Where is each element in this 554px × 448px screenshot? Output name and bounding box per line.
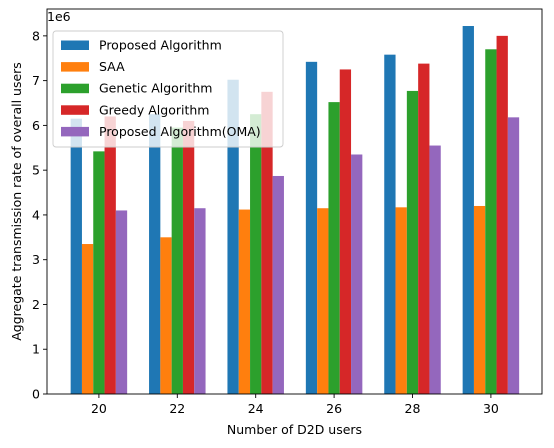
bar-4-24 (261, 91, 273, 394)
legend-swatch (61, 83, 89, 94)
legend-swatch (61, 40, 89, 50)
bar-1-22 (149, 114, 161, 394)
x-axis-label: Number of D2D users (227, 422, 362, 437)
x-tick-label: 26 (326, 401, 342, 416)
bar-4-28 (418, 63, 430, 395)
bar-4-20 (104, 116, 116, 394)
y-tick-label: 3 (32, 252, 40, 267)
legend-box (52, 30, 284, 148)
bar-1-26 (305, 61, 318, 394)
bar-5-30 (507, 117, 520, 394)
bar-5-22 (194, 208, 206, 394)
bar-3-26 (328, 102, 340, 395)
x-tick-label: 24 (248, 401, 264, 416)
legend-swatch (61, 105, 89, 115)
bar-3-24 (250, 114, 262, 394)
bar-4-30 (496, 35, 508, 395)
legend-label: Proposed Algorithm (99, 38, 222, 53)
bar-2-24 (238, 209, 251, 394)
bar-2-26 (317, 208, 329, 394)
y-axis-label: Aggregate transmission rate of overall u… (9, 62, 24, 341)
bar-3-20 (93, 151, 105, 394)
x-tick-label: 20 (91, 401, 107, 416)
legend: Proposed Algorithm SAA Genetic Algorithm Gr… (52, 30, 284, 148)
y-tick-label: 7 (32, 73, 40, 88)
bar-5-20 (115, 210, 128, 394)
y-tick-label: 6 (32, 118, 40, 133)
bar-1-28 (384, 54, 396, 394)
plot-frame (46, 8, 543, 395)
y-tick-label: 2 (32, 297, 40, 312)
bar-1-24 (227, 79, 239, 394)
y-tick-label: 1 (32, 342, 40, 357)
y-tick-label: 8 (32, 28, 40, 43)
axes-layer: 0 1 2 3 4 5 6 7 8 20 22 24 26 28 30 (32, 8, 543, 416)
bars-layer (70, 26, 520, 395)
x-tick-label: 28 (405, 401, 421, 416)
legend-label: Greedy Algorithm (99, 102, 209, 117)
y-tick-label: 5 (32, 163, 40, 178)
bar-2-20 (81, 244, 94, 394)
bar-3-22 (171, 127, 183, 394)
bar-5-26 (351, 154, 363, 394)
legend-label: SAA (99, 59, 125, 74)
bar-3-28 (406, 90, 419, 395)
bar-2-28 (395, 207, 407, 394)
x-tick-label: 22 (169, 401, 185, 416)
bar-5-28 (429, 145, 441, 394)
bar-1-20 (70, 118, 82, 395)
y-scale-label: 1e6 (47, 9, 71, 24)
bar-1-30 (462, 26, 474, 394)
bar-4-22 (182, 120, 195, 395)
bar-5-24 (272, 175, 284, 394)
legend-swatch (61, 62, 89, 72)
legend-label: Proposed Algorithm(OMA) (99, 124, 261, 139)
bar-4-26 (339, 69, 352, 394)
legend-swatch (61, 126, 89, 137)
y-tick-label: 0 (32, 387, 40, 402)
bar-2-22 (160, 237, 172, 394)
x-tick-label: 30 (483, 401, 499, 416)
legend-label: Genetic Algorithm (99, 81, 212, 96)
y-tick-label: 4 (32, 207, 40, 222)
bar-3-30 (485, 49, 497, 394)
bar-2-30 (473, 205, 486, 394)
